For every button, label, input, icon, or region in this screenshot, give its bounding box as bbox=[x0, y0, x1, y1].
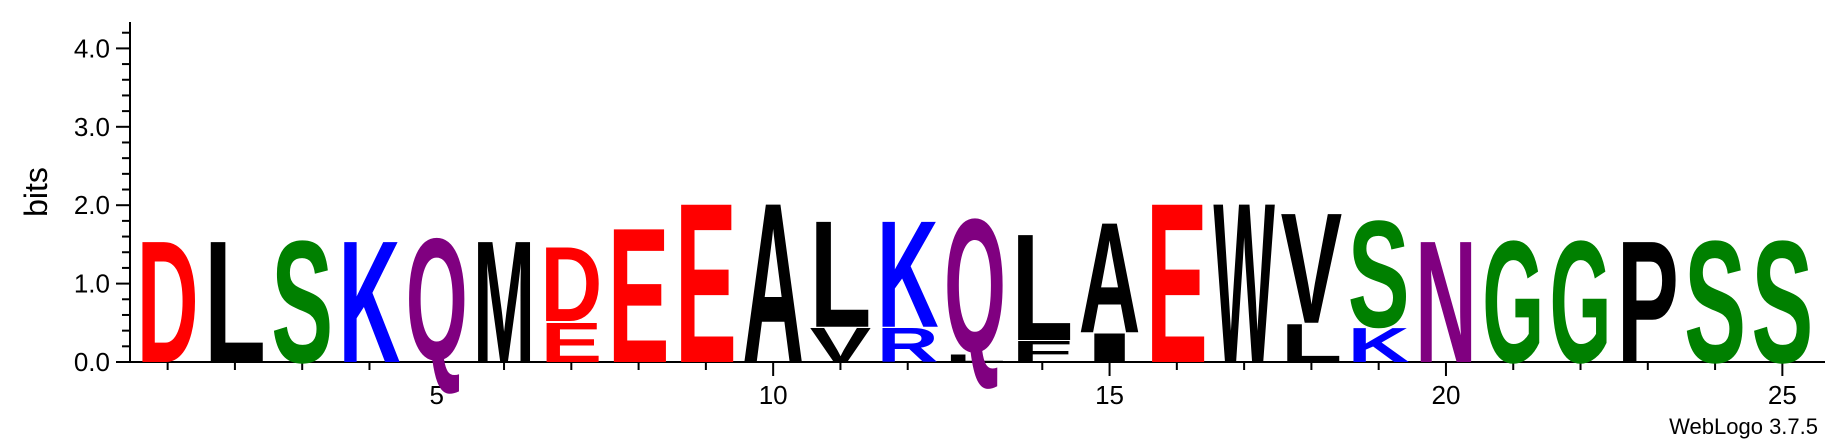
logo-letter-S-pos-24: S bbox=[1684, 205, 1746, 400]
x-tick-label: 5 bbox=[430, 380, 444, 410]
x-tick-label: 15 bbox=[1095, 380, 1124, 410]
logo-letter-G-pos-21: G bbox=[1482, 204, 1544, 400]
y-tick-label: 3.0 bbox=[74, 112, 110, 142]
x-tick-label: 25 bbox=[1768, 380, 1797, 410]
y-tick-label: 2.0 bbox=[74, 190, 110, 220]
logo-letter-V-pos-11: V bbox=[810, 318, 872, 373]
y-axis: 0.0 1.0 2.0 3.0 4.0 bbox=[74, 22, 131, 377]
x-tick-label: 20 bbox=[1431, 380, 1460, 410]
logo-letter-L-pos-14: L bbox=[1011, 203, 1073, 373]
logo-letter-I-pos-15: I bbox=[1080, 325, 1139, 371]
logo-letter-F-pos-14: F bbox=[1011, 334, 1073, 368]
y-axis-title: bits bbox=[18, 167, 54, 217]
logo-letter-D-pos-7: D bbox=[540, 224, 602, 344]
logo-letter-N-pos-20: N bbox=[1415, 206, 1477, 400]
logo-letter-E-pos-16: E bbox=[1146, 155, 1208, 411]
logo-letter-R-pos-12: R bbox=[877, 318, 939, 373]
logo-letter-K-pos-4: K bbox=[339, 206, 401, 400]
logo-letter-L-pos-2: L bbox=[204, 206, 266, 400]
logo-glyphs: D L S K Q M ED E E A VL RK LQ FL IA E W LV KS N G G P S S bbox=[137, 155, 1814, 411]
logo-letter-L-pos-11: L bbox=[810, 190, 872, 360]
logo-letter-S-pos-19: S bbox=[1348, 189, 1410, 359]
logo-letter-G-pos-22: G bbox=[1550, 204, 1612, 400]
logo-letter-E-pos-9: E bbox=[675, 155, 737, 411]
logo-letter-S-pos-25: S bbox=[1751, 205, 1813, 400]
logo-letter-A-pos-10: A bbox=[742, 155, 804, 411]
logo-letter-A-pos-15: A bbox=[1079, 189, 1141, 365]
weblogo-version-label: WebLogo 3.7.5 bbox=[1669, 414, 1818, 439]
logo-letter-W-pos-17: W bbox=[1213, 155, 1275, 411]
logo-letter-Q-pos-13: Q bbox=[944, 179, 1006, 392]
logo-letter-M-pos-6: M bbox=[473, 206, 535, 400]
logo-letter-K-pos-12: K bbox=[877, 190, 939, 360]
logo-letter-K-pos-19: K bbox=[1348, 318, 1410, 373]
x-tick-label: 10 bbox=[759, 380, 788, 410]
logo-letter-V-pos-18: V bbox=[1281, 181, 1343, 357]
y-tick-label: 1.0 bbox=[74, 269, 110, 299]
y-tick-label: 0.0 bbox=[74, 347, 110, 377]
logo-letter-D-pos-1: D bbox=[137, 206, 199, 400]
logo-letter-E-pos-7: E bbox=[540, 311, 602, 374]
logo-letter-E-pos-8: E bbox=[608, 189, 670, 404]
logo-letter-P-pos-23: P bbox=[1617, 205, 1679, 400]
y-tick-label: 4.0 bbox=[74, 33, 110, 63]
x-axis: 5 10 15 20 25 bbox=[130, 361, 1825, 410]
logo-letter-L-pos-13: L bbox=[944, 352, 1006, 364]
logo-letter-S-pos-3: S bbox=[271, 205, 333, 400]
logo-letter-Q-pos-5: Q bbox=[406, 201, 468, 397]
logo-letter-L-pos-18: L bbox=[1280, 313, 1342, 374]
